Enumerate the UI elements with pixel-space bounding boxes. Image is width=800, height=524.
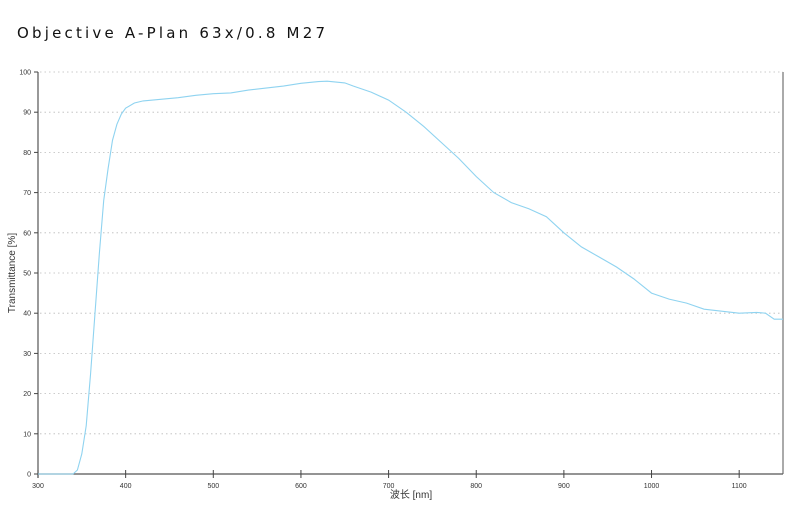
x-tick-label: 1000	[644, 483, 660, 490]
y-tick-label: 100	[19, 70, 31, 77]
y-tick-label: 70	[23, 190, 31, 197]
y-tick-label: 30	[23, 351, 31, 358]
x-axis-label: 波长 [nm]	[390, 488, 432, 501]
y-tick-label: 90	[23, 110, 31, 117]
x-tick-label: 600	[295, 483, 307, 490]
y-tick-label: 60	[23, 230, 31, 237]
gridlines	[40, 71, 783, 435]
chart-title: Objective A-Plan 63x/0.8 M27	[17, 24, 329, 42]
x-tick-label: 300	[32, 483, 44, 490]
x-tick-label: 900	[558, 483, 570, 490]
x-tick-label: 800	[470, 483, 482, 490]
x-tick-label: 1100	[732, 483, 747, 490]
y-axis-ticks: 0 10 20 30 40 50 60 70 80 90 100	[19, 70, 38, 479]
y-tick-label: 40	[23, 311, 31, 318]
x-tick-label: 400	[120, 483, 132, 490]
y-tick-label: 80	[23, 150, 31, 157]
y-tick-label: 20	[23, 391, 31, 398]
x-tick-label: 700	[383, 483, 395, 490]
x-tick-label: 500	[207, 483, 219, 490]
x-axis-ticks: 300 400 500 600 700 800 900 1000 1100	[32, 470, 747, 490]
y-tick-label: 50	[23, 271, 31, 278]
y-tick-label: 10	[23, 431, 31, 438]
y-axis-label: Transmittance [%]	[7, 233, 18, 313]
transmittance-curve	[38, 80, 783, 475]
y-tick-label: 0	[27, 472, 31, 479]
axes	[37, 72, 784, 478]
